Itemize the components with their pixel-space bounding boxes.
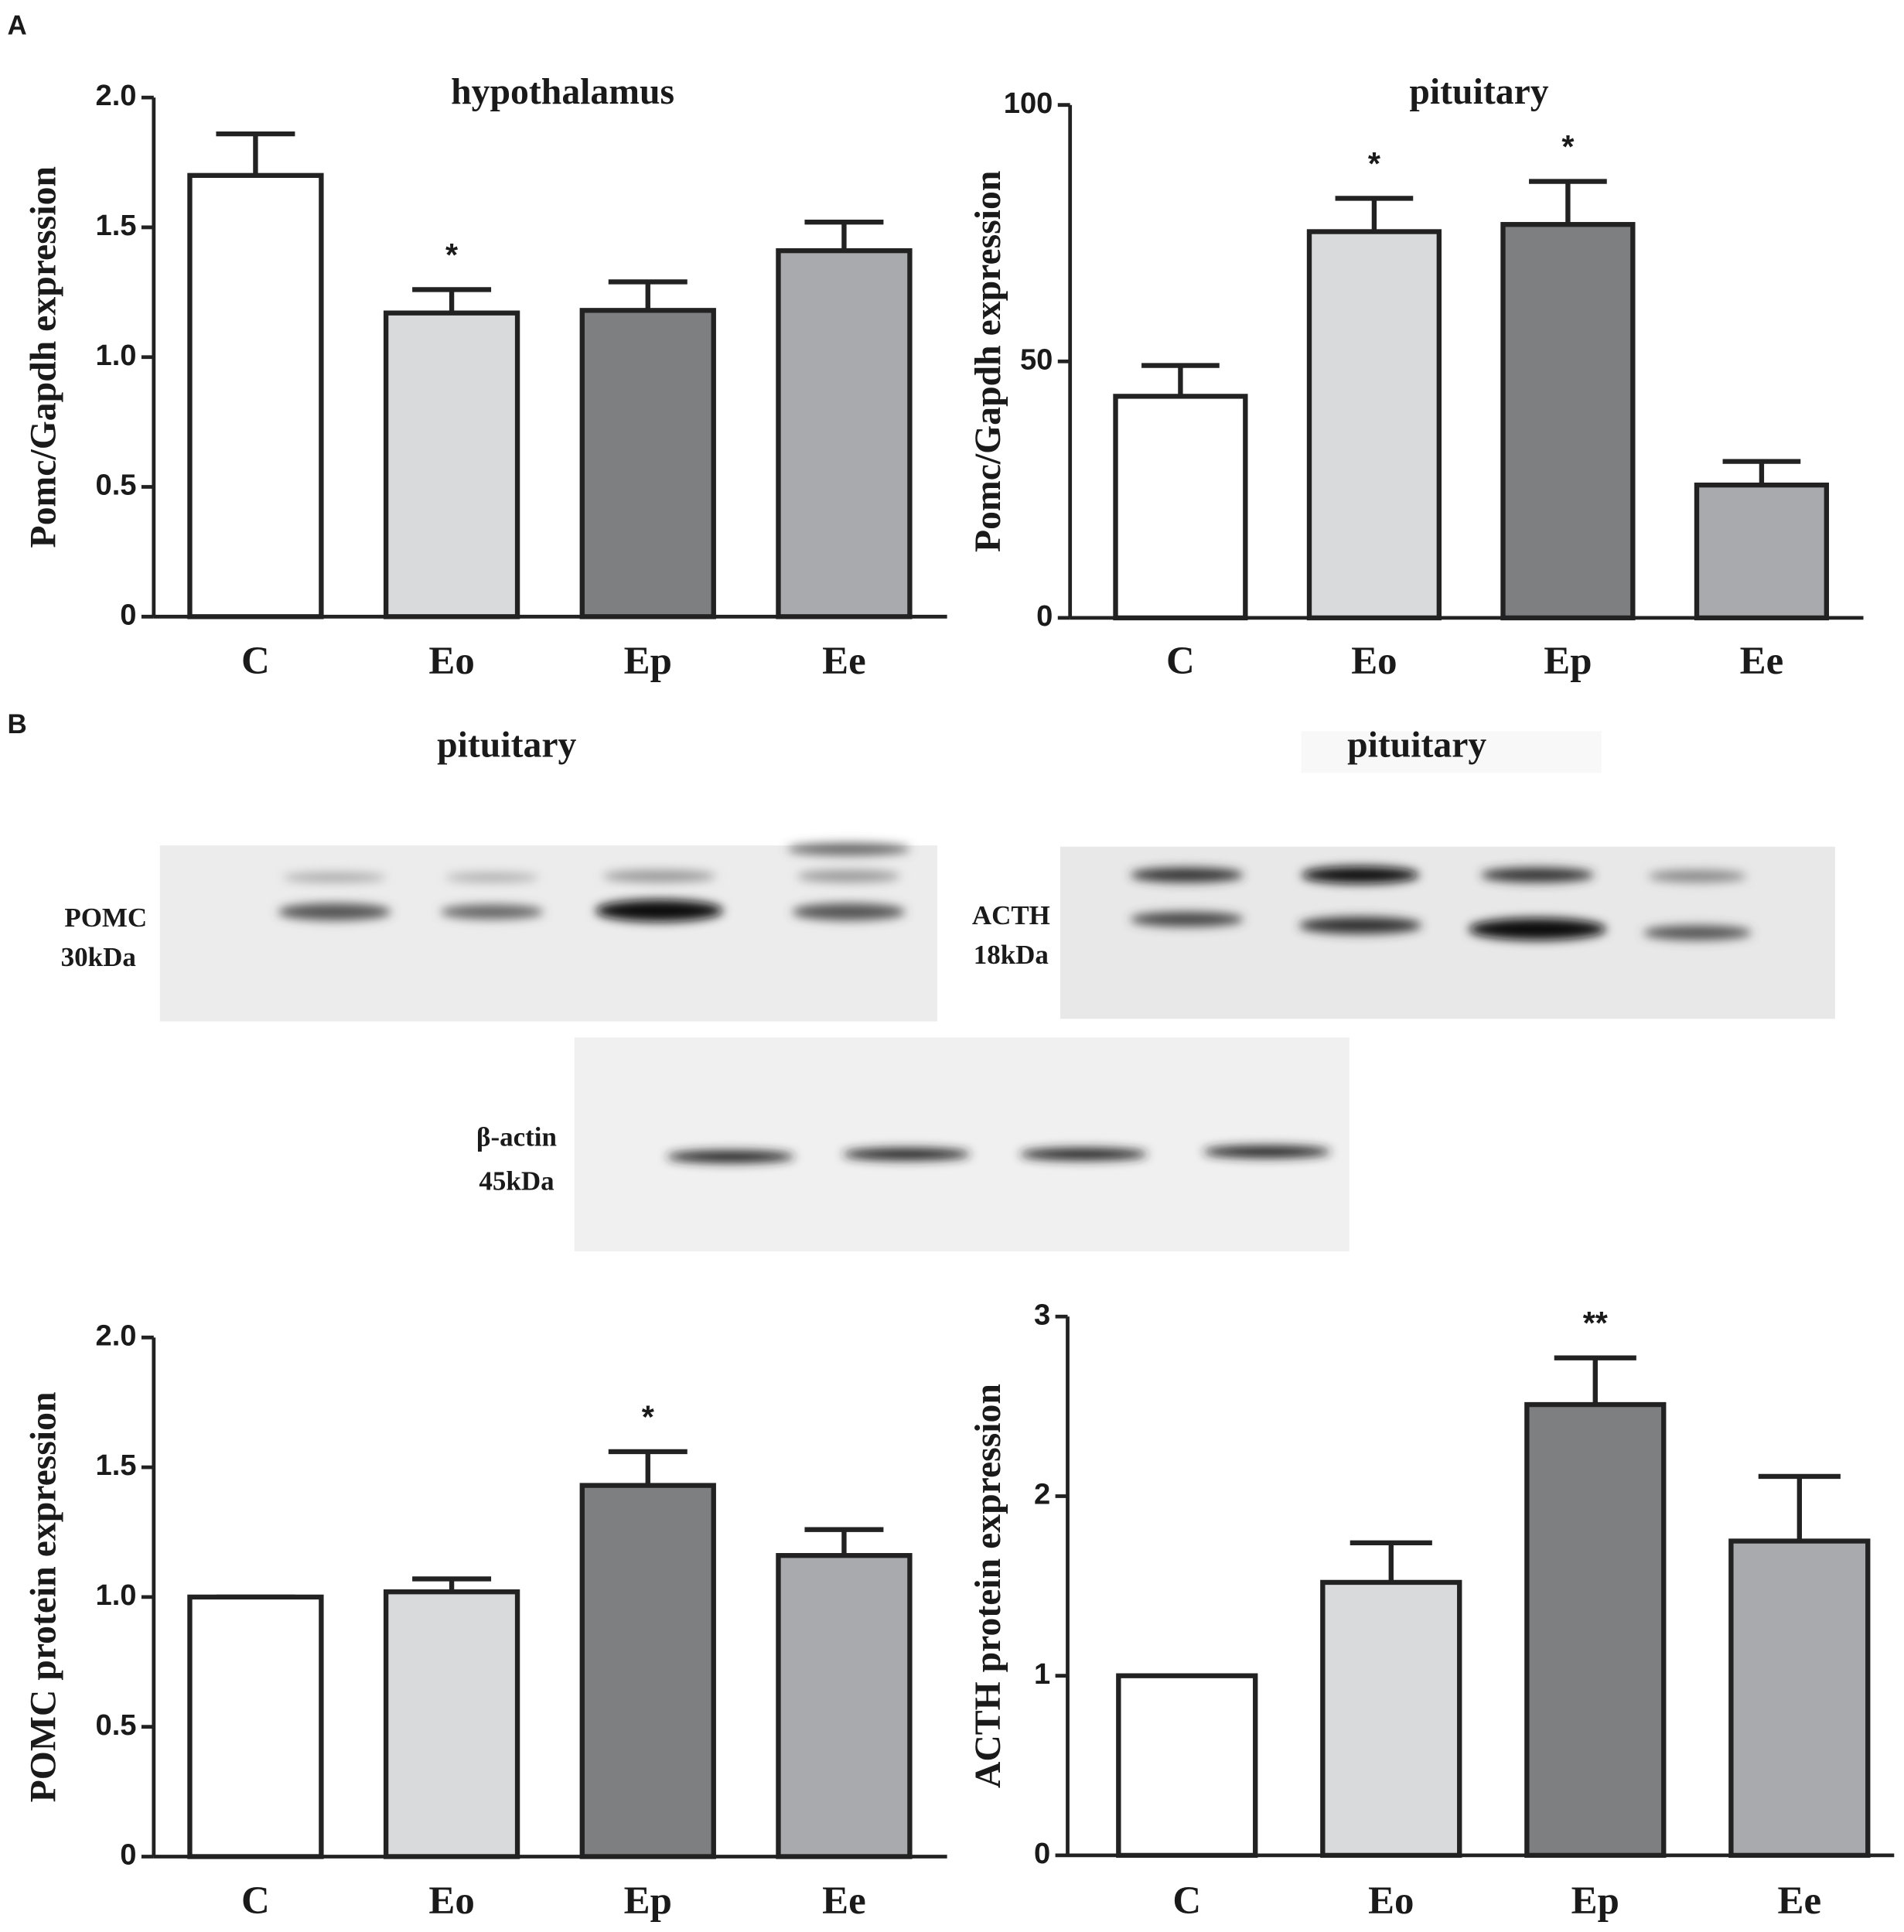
- error-bar: [804, 220, 884, 251]
- error-bar: [1529, 179, 1607, 225]
- error-bar: [1722, 459, 1801, 486]
- y-tick-label: 0: [1036, 599, 1053, 633]
- y-tick-label: 1.0: [95, 339, 136, 372]
- blot-title: pituitary: [437, 724, 576, 765]
- bar: [1116, 1673, 1258, 1859]
- blot-label: POMC: [64, 903, 147, 933]
- x-tick-label: Ee: [822, 640, 866, 683]
- blot-title: pituitary: [1347, 724, 1486, 765]
- significance: **: [1583, 1306, 1609, 1341]
- error-bar: [804, 1527, 884, 1556]
- x-tick-label: C: [241, 640, 270, 683]
- y-tick-label: 1.5: [95, 209, 136, 242]
- chart-title: pituitary: [1409, 71, 1548, 112]
- x-tick-label: Ee: [822, 1879, 866, 1923]
- error-bar: [608, 279, 688, 311]
- x-tick-label: Eo: [1368, 1879, 1414, 1923]
- bar: [1694, 482, 1830, 621]
- error-bar: [1758, 1473, 1841, 1541]
- x-tick-label: Ee: [1778, 1879, 1822, 1923]
- y-tick-label: 0: [120, 598, 136, 631]
- bar: [1524, 1401, 1667, 1859]
- blot-pomc: [159, 842, 937, 1022]
- blot-label: ACTH: [972, 900, 1050, 930]
- error-bar: [1335, 196, 1414, 232]
- x-tick-label: Ep: [624, 640, 672, 683]
- x-tick-label: Ep: [1544, 640, 1592, 683]
- y-axis-label: POMC protein expression: [22, 1391, 63, 1802]
- y-tick-label: 1.5: [95, 1449, 136, 1482]
- y-tick-label: 3: [1034, 1298, 1050, 1331]
- significance: *: [1368, 146, 1381, 182]
- significance: *: [445, 237, 459, 273]
- y-tick-label: 2.0: [95, 1319, 136, 1352]
- x-tick-label: Eo: [428, 1879, 474, 1923]
- x-tick-label: Eo: [1351, 640, 1397, 683]
- blot-size: 45kDa: [479, 1166, 554, 1196]
- x-tick-label: C: [241, 1879, 270, 1923]
- y-tick-label: 100: [1004, 87, 1053, 120]
- bar: [1306, 229, 1442, 621]
- y-tick-label: 0: [1034, 1837, 1050, 1870]
- blot-acth: [1059, 846, 1835, 1019]
- bar: [776, 247, 913, 620]
- bar: [1320, 1579, 1462, 1859]
- bar: [187, 172, 324, 620]
- y-tick-label: 2.0: [95, 79, 136, 112]
- x-tick-label: C: [1172, 1879, 1201, 1923]
- y-axis-label: Pomc/Gapdh expression: [22, 166, 63, 548]
- significance: *: [642, 1400, 655, 1435]
- y-tick-label: 0.5: [95, 469, 136, 502]
- chart-title: hypothalamus: [451, 71, 674, 112]
- x-tick-label: Ep: [624, 1879, 672, 1923]
- error-bar: [216, 131, 295, 176]
- significance: *: [1561, 129, 1575, 165]
- error-bar: [608, 1449, 688, 1486]
- y-tick-label: 0.5: [95, 1708, 136, 1742]
- y-axis-label: ACTH protein expression: [967, 1384, 1008, 1788]
- y-tick-label: 1: [1034, 1657, 1050, 1691]
- bar: [776, 1553, 913, 1859]
- x-tick-label: C: [1166, 640, 1195, 683]
- error-bar: [1350, 1540, 1432, 1582]
- y-tick-label: 1.0: [95, 1579, 136, 1612]
- bar: [579, 308, 716, 620]
- title-patch: [1301, 731, 1602, 773]
- bar: [1500, 222, 1636, 621]
- x-tick-label: Eo: [428, 640, 474, 683]
- y-tick-label: 0: [120, 1838, 136, 1872]
- panel-label: A: [8, 11, 27, 41]
- blot-actin: [574, 1037, 1350, 1251]
- y-axis-label: Pomc/Gapdh expression: [967, 171, 1008, 552]
- bar: [579, 1483, 716, 1859]
- bar: [383, 1589, 520, 1859]
- bar: [383, 310, 520, 620]
- error-bar: [1554, 1355, 1636, 1405]
- error-bar: [1141, 363, 1220, 397]
- blot-label: β-actin: [476, 1121, 557, 1152]
- blot-size: 18kDa: [974, 940, 1049, 970]
- blot-size: 30kDa: [61, 942, 136, 972]
- y-tick-label: 2: [1034, 1478, 1050, 1511]
- y-tick-label: 50: [1020, 343, 1053, 376]
- panel-label: B: [8, 709, 27, 739]
- bar: [1728, 1538, 1871, 1859]
- error-bar: [412, 287, 492, 313]
- x-tick-label: Ee: [1740, 640, 1784, 683]
- bar: [187, 1594, 324, 1859]
- bar: [1113, 394, 1248, 621]
- x-tick-label: Ep: [1571, 1879, 1619, 1923]
